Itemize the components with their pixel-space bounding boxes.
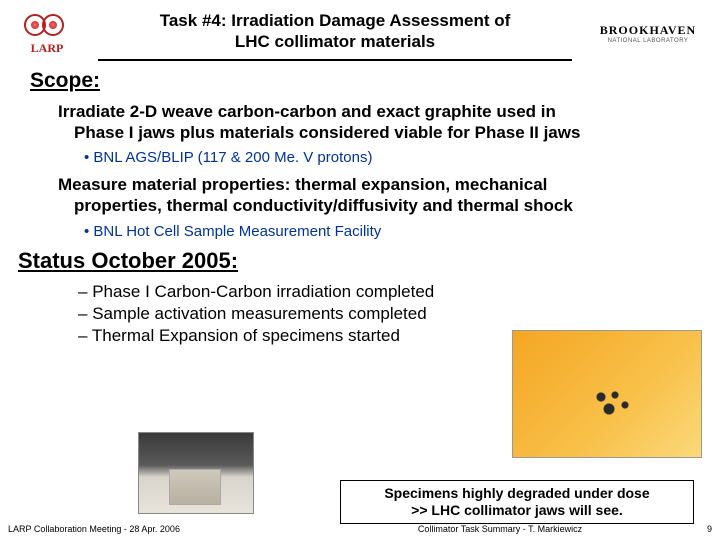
footer-mid: Collimator Task Summary - T. Markiewicz xyxy=(308,524,692,534)
page-number: 9 xyxy=(692,524,712,534)
caption-line-2: >> LHC collimator jaws will see. xyxy=(411,502,623,518)
slide-header: LARP Task #4: Irradiation Damage Assessm… xyxy=(0,0,720,63)
footer-left: LARP Collaboration Meeting - 28 Apr. 200… xyxy=(8,524,308,534)
status-item-2: Sample activation measurements completed xyxy=(78,304,690,324)
caption-line-1: Specimens highly degraded under dose xyxy=(384,485,649,501)
slide-body: Scope: Irradiate 2-D weave carbon-carbon… xyxy=(0,63,720,346)
bnl-logo-sub: NATIONAL LABORATORY xyxy=(588,38,708,44)
photo-equipment-image xyxy=(138,432,254,514)
scope-sub-2: BNL Hot Cell Sample Measurement Facility xyxy=(84,223,690,240)
photo-specimen xyxy=(512,330,702,458)
scope-item-1-line-1: Irradiate 2-D weave carbon-carbon and ex… xyxy=(58,102,556,121)
scope-sub-1: BNL AGS/BLIP (117 & 200 Me. V protons) xyxy=(84,149,690,166)
status-heading: Status October 2005: xyxy=(18,248,690,274)
scope-heading: Scope: xyxy=(30,69,690,93)
scope-item-2: Measure material properties: thermal exp… xyxy=(58,174,690,217)
status-item-1: Phase I Carbon-Carbon irradiation comple… xyxy=(78,282,690,302)
title-line-2: LHC collimator materials xyxy=(235,32,435,51)
photo-equipment xyxy=(138,432,254,514)
specimen-caption: Specimens highly degraded under dose >> … xyxy=(340,480,694,524)
larp-logo-graphic xyxy=(20,11,74,39)
scope-item-2-line-2: properties, thermal conductivity/diffusi… xyxy=(58,195,690,216)
scope-item-1-line-2: Phase I jaws plus materials considered v… xyxy=(58,122,690,143)
slide-footer: LARP Collaboration Meeting - 28 Apr. 200… xyxy=(0,524,720,534)
brookhaven-logo: BROOKHAVEN NATIONAL LABORATORY xyxy=(588,23,708,44)
scope-item-2-line-1: Measure material properties: thermal exp… xyxy=(58,175,547,194)
scope-item-1: Irradiate 2-D weave carbon-carbon and ex… xyxy=(58,101,690,144)
slide-title: Task #4: Irradiation Damage Assessment o… xyxy=(98,6,572,61)
title-line-1: Task #4: Irradiation Damage Assessment o… xyxy=(160,11,511,30)
larp-logo-text: LARP xyxy=(31,41,64,56)
larp-logo: LARP xyxy=(12,11,82,56)
bnl-logo-main: BROOKHAVEN xyxy=(588,23,708,38)
